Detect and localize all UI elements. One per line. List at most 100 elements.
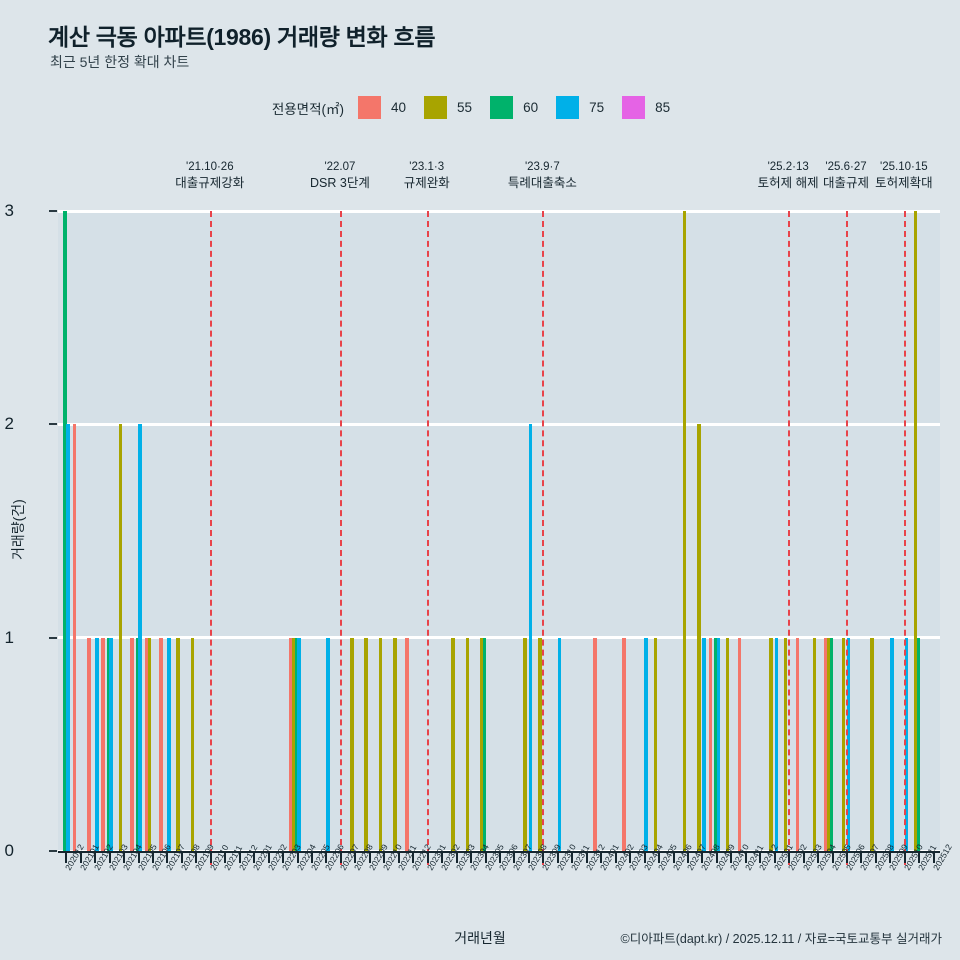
page-title: 계산 극동 아파트(1986) 거래량 변화 흐름 bbox=[48, 24, 436, 50]
bar-202303-55[interactable] bbox=[451, 637, 455, 851]
bar-202102-40[interactable] bbox=[87, 637, 91, 851]
bar-202101-40[interactable] bbox=[72, 424, 77, 851]
bar-202309-55[interactable] bbox=[537, 637, 542, 851]
bar-202405-55[interactable] bbox=[653, 637, 658, 851]
x-tick-mark bbox=[571, 853, 574, 863]
bar-202104-55[interactable] bbox=[118, 424, 123, 851]
bar-202506-55[interactable] bbox=[841, 637, 846, 851]
bar-202401-40[interactable] bbox=[593, 637, 597, 851]
bar-202103-75[interactable] bbox=[109, 637, 114, 851]
bar-202404-75[interactable] bbox=[644, 637, 649, 851]
legend-item-40[interactable]: 40 bbox=[358, 96, 406, 119]
bar-202102-75[interactable] bbox=[95, 637, 99, 851]
x-tick-mark bbox=[368, 853, 371, 863]
bar-202310-75[interactable] bbox=[557, 637, 562, 851]
bar-202506-75[interactable] bbox=[846, 637, 851, 851]
x-axis: 202012 202101 202102 202103 202104 202105 2021… bbox=[58, 842, 954, 872]
bar-202210-55[interactable] bbox=[378, 637, 383, 851]
bar-202511-55[interactable] bbox=[913, 211, 918, 851]
bar-202107-75[interactable] bbox=[167, 637, 171, 851]
legend-item-75[interactable]: 75 bbox=[556, 96, 604, 119]
bar-202204-55[interactable] bbox=[292, 637, 296, 851]
bar-202204-75[interactable] bbox=[297, 637, 302, 851]
bar-202407-55[interactable] bbox=[682, 211, 687, 851]
bar-202105-40[interactable] bbox=[130, 637, 134, 851]
gridline bbox=[58, 636, 940, 640]
x-tick-mark bbox=[339, 853, 342, 863]
bar-202012-60[interactable] bbox=[63, 211, 68, 851]
bar-202403-40[interactable] bbox=[622, 637, 626, 851]
legend-swatch-icon bbox=[622, 96, 646, 119]
x-tick-mark bbox=[311, 853, 314, 863]
legend-item-60[interactable]: 60 bbox=[490, 96, 538, 119]
page-subtitle: 최근 5년 한정 확대 차트 bbox=[50, 54, 190, 70]
legend-item-label: 40 bbox=[391, 100, 407, 115]
x-tick-mark bbox=[166, 853, 169, 863]
y-axis-title: 거래량(건) bbox=[10, 499, 26, 560]
annotation-text: 토허제 해제 bbox=[757, 176, 819, 190]
bar-202508-55[interactable] bbox=[870, 637, 875, 851]
x-tick-mark bbox=[253, 853, 256, 863]
annotation-text: 대출규제강화 bbox=[175, 176, 245, 190]
event-line-202110 bbox=[209, 211, 212, 865]
bar-202212-40[interactable] bbox=[405, 637, 409, 851]
bar-202511-60[interactable] bbox=[916, 637, 921, 851]
bar-202211-55[interactable] bbox=[393, 637, 397, 851]
bar-202107-40[interactable] bbox=[159, 637, 163, 851]
bar-202409-75[interactable] bbox=[716, 637, 721, 851]
x-tick-mark bbox=[527, 853, 530, 863]
bar-202304-55[interactable] bbox=[465, 637, 470, 851]
legend-item-85[interactable]: 85 bbox=[622, 96, 670, 119]
x-tick-mark bbox=[383, 853, 386, 863]
bar-202408-75[interactable] bbox=[702, 637, 706, 851]
bar-202409-60[interactable] bbox=[714, 637, 718, 851]
bar-202108-55[interactable] bbox=[176, 637, 181, 851]
event-line-202502 bbox=[788, 211, 791, 865]
x-tick-mark bbox=[65, 853, 68, 863]
bar-202204-60[interactable] bbox=[294, 637, 299, 851]
x-tick-mark bbox=[831, 853, 834, 863]
event-line-202301 bbox=[426, 211, 429, 865]
bar-202105-75[interactable] bbox=[138, 424, 142, 851]
bar-202305-60[interactable] bbox=[482, 637, 487, 851]
bar-202503-40[interactable] bbox=[795, 637, 800, 851]
bar-202206-75[interactable] bbox=[326, 637, 330, 851]
legend-item-55[interactable]: 55 bbox=[424, 96, 472, 119]
bar-202410-55[interactable] bbox=[725, 637, 730, 851]
bar-202501-75[interactable] bbox=[774, 637, 779, 851]
x-tick-mark bbox=[556, 853, 559, 863]
bar-202305-55[interactable] bbox=[480, 637, 484, 851]
plot-area bbox=[58, 209, 940, 865]
bar-202505-55[interactable] bbox=[827, 637, 831, 851]
bar-202109-55[interactable] bbox=[190, 637, 195, 851]
legend-swatch-icon bbox=[424, 96, 448, 119]
event-line-202510 bbox=[903, 211, 906, 865]
annotation-text: 토허제확대 bbox=[875, 176, 933, 190]
bar-202103-60[interactable] bbox=[106, 637, 111, 851]
bar-202208-55[interactable] bbox=[349, 637, 354, 851]
bar-202103-40[interactable] bbox=[101, 637, 106, 851]
bar-202308-75[interactable] bbox=[528, 424, 533, 851]
bar-202509-75[interactable] bbox=[890, 637, 894, 851]
bar-202204-40[interactable] bbox=[289, 637, 294, 851]
bar-202502-55[interactable] bbox=[783, 637, 788, 851]
bar-202209-55[interactable] bbox=[364, 637, 368, 851]
bar-202505-60[interactable] bbox=[829, 637, 834, 851]
bar-202504-55[interactable] bbox=[812, 637, 817, 851]
bar-202012-75[interactable] bbox=[66, 424, 70, 851]
bar-202409-40[interactable] bbox=[708, 637, 713, 851]
annotation-text: 특례대출축소 bbox=[507, 176, 577, 190]
bar-202411-40[interactable] bbox=[737, 637, 742, 851]
bar-202106-55[interactable] bbox=[147, 637, 152, 851]
x-tick-mark bbox=[238, 853, 241, 863]
bar-202106-40[interactable] bbox=[144, 637, 149, 851]
annotation-text: DSR 3단계 bbox=[310, 176, 370, 190]
bar-202408-55[interactable] bbox=[696, 424, 701, 851]
bar-202308-55[interactable] bbox=[523, 637, 528, 851]
bar-202510-75[interactable] bbox=[904, 637, 909, 851]
bar-202105-60[interactable] bbox=[135, 637, 140, 851]
bar-202501-55[interactable] bbox=[769, 637, 773, 851]
bar-202505-40[interactable] bbox=[824, 637, 829, 851]
x-tick-mark bbox=[94, 853, 97, 863]
legend-title: 전용면적(㎡) bbox=[271, 101, 344, 117]
